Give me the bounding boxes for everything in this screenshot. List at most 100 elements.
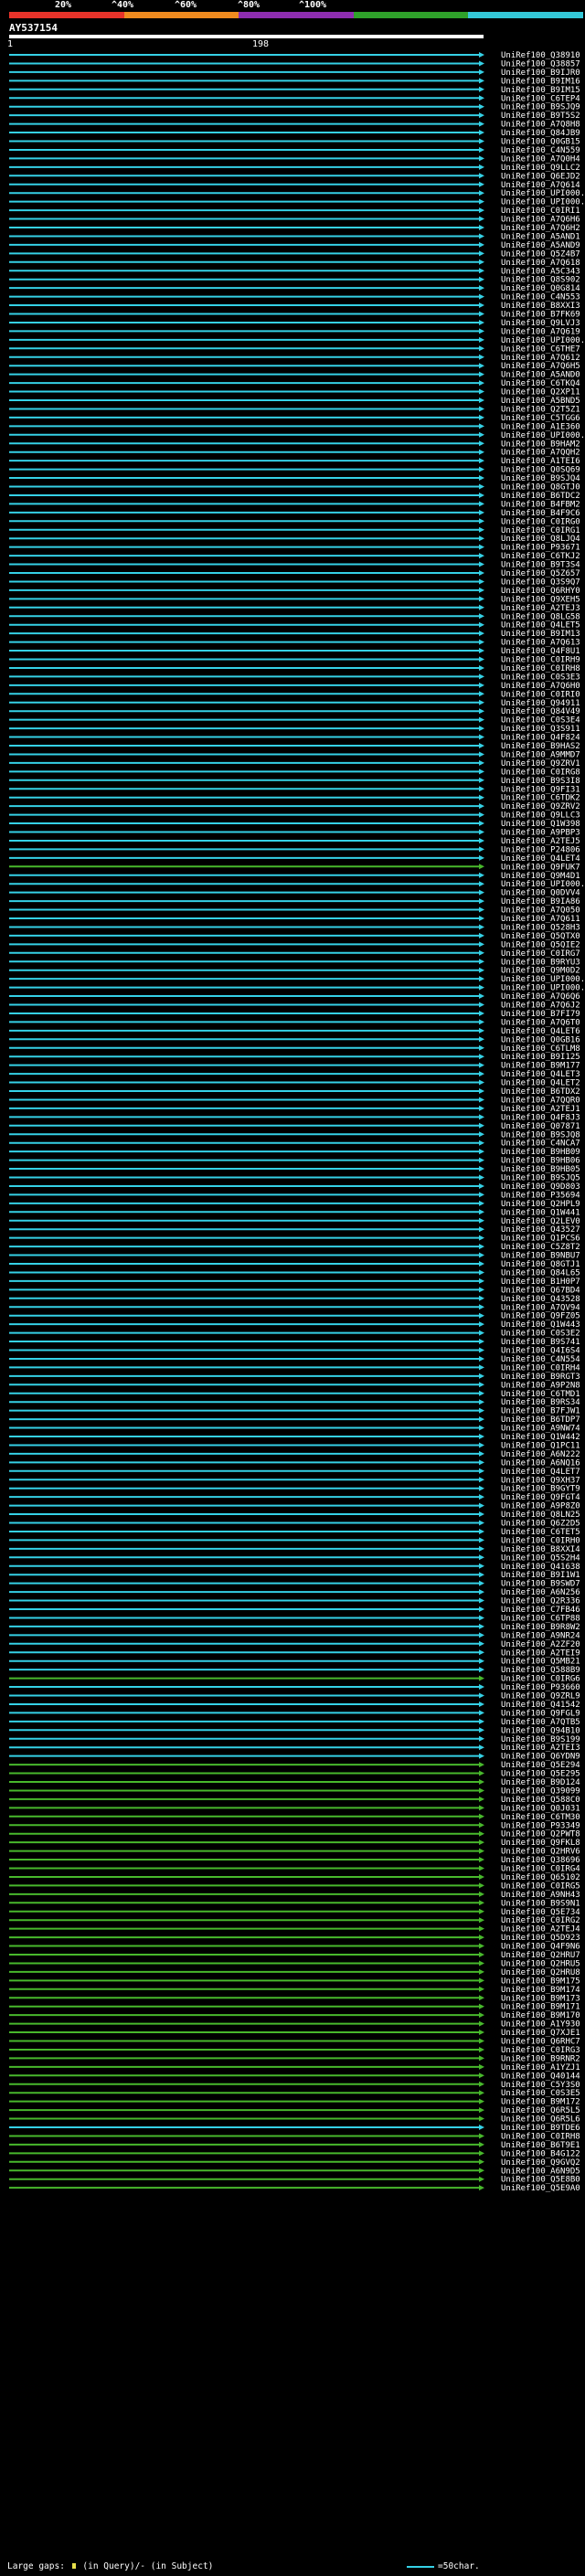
- hit-label[interactable]: UniRef100_C0IRH8: [501, 2132, 580, 2141]
- hit-row[interactable]: UniRef100_C0IRG8: [9, 768, 580, 777]
- hit-row[interactable]: UniRef100_B9SWD7: [9, 1580, 580, 1589]
- hit-row[interactable]: UniRef100_Q9FGL9: [9, 1709, 580, 1718]
- hit-label[interactable]: UniRef100_C0IRG2: [501, 1916, 580, 1925]
- hit-label[interactable]: UniRef100_Q4LET3: [501, 1070, 580, 1079]
- hit-label[interactable]: UniRef100_A5AND1: [501, 232, 580, 241]
- hit-row[interactable]: UniRef100_C7FB46: [9, 1606, 580, 1615]
- hit-label[interactable]: UniRef100_Q9FGT4: [501, 1493, 580, 1502]
- hit-row[interactable]: UniRef100_Q9D803: [9, 1182, 580, 1192]
- hit-row[interactable]: UniRef100_A2TEI9: [9, 1648, 580, 1658]
- hit-label[interactable]: UniRef100_Q5Z4B7: [501, 249, 580, 259]
- hit-label[interactable]: UniRef100_Q8GTJ0: [501, 483, 580, 493]
- hit-row[interactable]: UniRef100_C4N554: [9, 1355, 580, 1364]
- hit-row[interactable]: UniRef100_B1H0P7: [9, 1277, 580, 1287]
- hit-row[interactable]: UniRef100_Q3S9Q7: [9, 578, 580, 587]
- hit-label[interactable]: UniRef100_A2TEI3: [501, 1744, 580, 1753]
- hit-label[interactable]: UniRef100_A1Y930: [501, 2020, 580, 2030]
- hit-row[interactable]: UniRef100_B9IA86: [9, 897, 580, 906]
- hit-label[interactable]: UniRef100_Q4LET5: [501, 621, 580, 631]
- hit-row[interactable]: UniRef100_C0IRH8: [9, 664, 580, 673]
- hit-label[interactable]: UniRef100_UPI000...: [501, 880, 585, 889]
- hit-label[interactable]: UniRef100_B7FI79: [501, 1010, 580, 1019]
- hit-row[interactable]: UniRef100_C0IRG0: [9, 517, 580, 526]
- hit-label[interactable]: UniRef100_B9D124: [501, 1778, 580, 1787]
- hit-label[interactable]: UniRef100_A6N9D5: [501, 2167, 580, 2176]
- hit-label[interactable]: UniRef100_B8XXI4: [501, 1545, 580, 1554]
- hit-label[interactable]: UniRef100_Q5Z657: [501, 569, 580, 578]
- hit-row[interactable]: UniRef100_Q4LET3: [9, 1070, 580, 1079]
- hit-label[interactable]: UniRef100_B9IM15: [501, 86, 580, 95]
- hit-label[interactable]: UniRef100_C6TLM8: [501, 1044, 580, 1054]
- hit-row[interactable]: UniRef100_C0IRG7: [9, 949, 580, 959]
- hit-row[interactable]: UniRef100_Q65102: [9, 1873, 580, 1882]
- hit-row[interactable]: UniRef100_B9M173: [9, 1994, 580, 2003]
- hit-row[interactable]: UniRef100_Q2T5Z1: [9, 405, 580, 414]
- hit-label[interactable]: UniRef100_B9HAS2: [501, 742, 580, 751]
- hit-row[interactable]: UniRef100_Q8LN25: [9, 1511, 580, 1520]
- hit-label[interactable]: UniRef100_P93349: [501, 1821, 580, 1830]
- hit-row[interactable]: UniRef100_A5C343: [9, 267, 580, 276]
- hit-label[interactable]: UniRef100_A7Q6J2: [501, 1002, 580, 1011]
- hit-label[interactable]: UniRef100_A9NH43: [501, 1891, 580, 1900]
- hit-label[interactable]: UniRef100_A7Q0H4: [501, 154, 580, 164]
- hit-label[interactable]: UniRef100_Q9LLC3: [501, 811, 580, 821]
- hit-row[interactable]: UniRef100_B9HB06: [9, 1157, 580, 1166]
- hit-row[interactable]: UniRef100_Q2PWT8: [9, 1830, 580, 1839]
- hit-label[interactable]: UniRef100_B9IA86: [501, 897, 580, 906]
- hit-row[interactable]: UniRef100_B4G122: [9, 2149, 580, 2158]
- hit-label[interactable]: UniRef100_Q0GB16: [501, 1035, 580, 1044]
- hit-row[interactable]: UniRef100_B9RYU3: [9, 958, 580, 967]
- hit-row[interactable]: UniRef100_P93671: [9, 544, 580, 553]
- hit-label[interactable]: UniRef100_Q6EJD2: [501, 172, 580, 181]
- hit-label[interactable]: UniRef100_Q0G814: [501, 284, 580, 293]
- hit-label[interactable]: UniRef100_Q2PWT8: [501, 1830, 580, 1839]
- hit-label[interactable]: UniRef100_C6TKJ2: [501, 552, 580, 561]
- hit-label[interactable]: UniRef100_B7FK69: [501, 311, 580, 320]
- hit-row[interactable]: UniRef100_Q5E295: [9, 1770, 580, 1779]
- hit-label[interactable]: UniRef100_B9M173: [501, 1994, 580, 2003]
- hit-row[interactable]: UniRef100_Q8GTJ0: [9, 483, 580, 493]
- hit-row[interactable]: UniRef100_B7FJW1: [9, 1407, 580, 1416]
- hit-label[interactable]: UniRef100_B9RNR2: [501, 2054, 580, 2063]
- hit-label[interactable]: UniRef100_A5C343: [501, 267, 580, 276]
- hit-row[interactable]: UniRef100_A6N222: [9, 1450, 580, 1459]
- hit-label[interactable]: UniRef100_Q4F9N6: [501, 1943, 580, 1952]
- hit-row[interactable]: UniRef100_Q4F824: [9, 734, 580, 743]
- hit-row[interactable]: UniRef100_Q2HPL9: [9, 1200, 580, 1209]
- hit-label[interactable]: UniRef100_Q9FZ05: [501, 1312, 580, 1321]
- hit-row[interactable]: UniRef100_A7Q6H0: [9, 682, 580, 691]
- hit-row[interactable]: UniRef100_UPI000...: [9, 431, 585, 440]
- hit-row[interactable]: UniRef100_Q0SQ69: [9, 466, 580, 475]
- hit-label[interactable]: UniRef100_B6TDP7: [501, 1415, 580, 1425]
- hit-label[interactable]: UniRef100_B9I1W1: [501, 1571, 580, 1580]
- hit-row[interactable]: UniRef100_C0S3E5: [9, 2089, 580, 2098]
- hit-row[interactable]: UniRef100_Q4F8J3: [9, 1113, 580, 1122]
- hit-row[interactable]: UniRef100_B9M172: [9, 2098, 580, 2107]
- hit-row[interactable]: UniRef100_Q5S2H4: [9, 1553, 580, 1563]
- hit-label[interactable]: UniRef100_Q1W442: [501, 1433, 580, 1442]
- hit-row[interactable]: UniRef100_C5Y3S0: [9, 2081, 580, 2090]
- hit-row[interactable]: UniRef100_Q2HRU5: [9, 1959, 580, 1968]
- hit-label[interactable]: UniRef100_B9S741: [501, 1338, 580, 1347]
- hit-row[interactable]: UniRef100_Q1W441: [9, 1208, 580, 1217]
- hit-label[interactable]: UniRef100_B8XXI3: [501, 302, 580, 311]
- hit-label[interactable]: UniRef100_C4N559: [501, 146, 580, 155]
- hit-row[interactable]: UniRef100_Q9FUK7: [9, 863, 580, 872]
- hit-row[interactable]: UniRef100_Q2HRU7: [9, 1951, 580, 1960]
- hit-row[interactable]: UniRef100_Q9FZ05: [9, 1312, 580, 1321]
- hit-label[interactable]: UniRef100_B9T5S2: [501, 111, 580, 121]
- hit-label[interactable]: UniRef100_Q41638: [501, 1563, 580, 1572]
- hit-label[interactable]: UniRef100_Q2T5Z1: [501, 405, 580, 414]
- hit-label[interactable]: UniRef100_Q5E8B0: [501, 2176, 580, 2185]
- hit-row[interactable]: UniRef100_Q9XH37: [9, 1476, 580, 1485]
- hit-label[interactable]: UniRef100_Q38696: [501, 1856, 580, 1865]
- hit-label[interactable]: UniRef100_A1E360: [501, 422, 580, 431]
- hit-row[interactable]: UniRef100_A7Q6H5: [9, 362, 580, 371]
- hit-label[interactable]: UniRef100_UPI000...: [501, 198, 585, 207]
- hit-label[interactable]: UniRef100_Q3S911: [501, 725, 580, 734]
- hit-label[interactable]: UniRef100_A7Q613: [501, 639, 580, 648]
- hit-label[interactable]: UniRef100_Q9XEH5: [501, 595, 580, 604]
- hit-label[interactable]: UniRef100_UPI000...: [501, 336, 585, 345]
- hit-row[interactable]: UniRef100_C0S3E4: [9, 716, 580, 726]
- hit-row[interactable]: UniRef100_Q0GB15: [9, 138, 580, 147]
